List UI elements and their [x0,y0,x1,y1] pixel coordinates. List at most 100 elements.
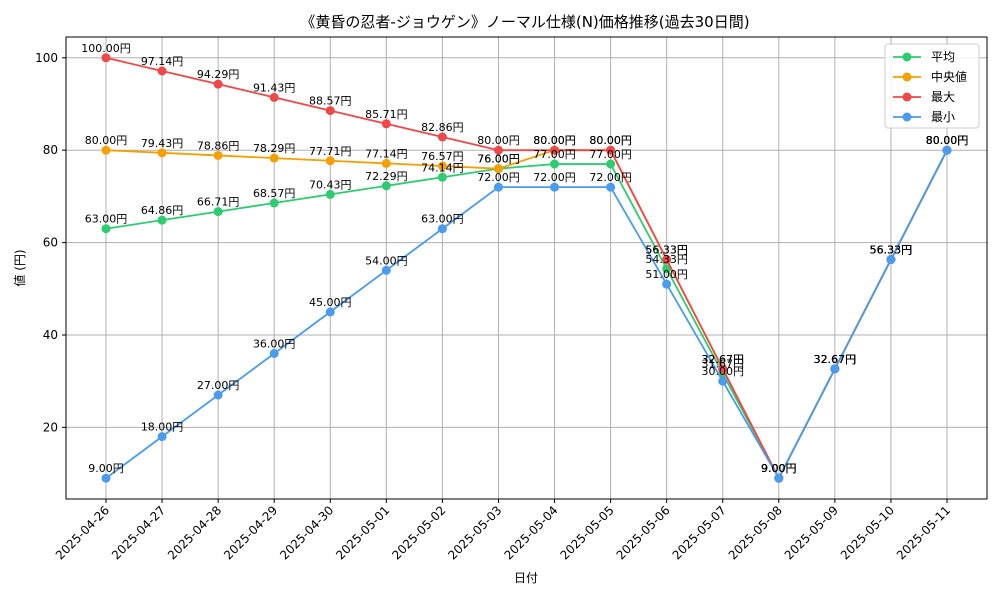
data-label: 30.00円 [701,365,744,378]
data-label: 94.29円 [197,68,240,81]
plot-area-frame [65,36,988,500]
data-label: 77.00円 [589,148,632,161]
data-label: 31.67円 [701,357,744,370]
data-label: 18.00円 [141,421,184,434]
data-label: 72.00円 [477,171,520,184]
data-label: 36.00円 [253,337,296,350]
data-label: 9.00円 [761,462,797,475]
data-label: 56.33円 [870,244,913,257]
data-label: 78.29円 [253,142,296,155]
legend-entry: 平均 [931,50,955,64]
data-label: 32.67円 [814,353,857,366]
data-label: 32.67円 [701,353,744,366]
x-tick-label: 2025-05-05 [558,503,617,562]
data-label: 32.67円 [814,353,857,366]
data-point [213,390,223,400]
data-label: 78.86円 [197,139,240,152]
data-point [886,255,896,265]
legend-marker [902,52,912,62]
data-point [157,148,167,158]
data-point [381,265,391,275]
legend-entry: 中央値 [931,69,967,84]
data-point [830,364,840,374]
legend-marker [902,72,912,82]
x-tick-label: 2025-05-06 [614,503,673,562]
data-point [718,376,728,386]
data-point [381,119,391,129]
data-point [774,473,784,483]
data-label: 91.43円 [253,81,296,94]
x-tick-label: 2025-05-03 [445,503,504,562]
x-tick-label: 2025-05-04 [501,503,560,562]
data-point [662,279,672,289]
data-label: 56.33円 [870,244,913,257]
y-tick-label: 60 [43,236,58,250]
data-label: 77.14円 [365,147,408,160]
data-label: 54.00円 [365,254,408,267]
data-label: 80.00円 [533,134,576,147]
data-point [213,79,223,89]
x-axis-label: 日付 [514,571,538,585]
data-label: 82.86円 [421,121,464,134]
data-point [157,66,167,76]
data-point [550,182,560,192]
legend-marker [902,112,912,122]
data-point [269,92,279,102]
data-point [269,198,279,208]
data-point [437,224,447,234]
data-point [606,145,616,155]
data-label: 66.71円 [197,196,240,209]
data-label: 80.00円 [85,134,128,147]
data-point [101,224,111,234]
x-tick-label: 2025-05-08 [726,503,785,562]
data-label: 64.86円 [141,204,184,217]
data-point [606,159,616,169]
data-label: 80.00円 [926,134,969,147]
y-axis-label: 値 (円) [12,249,27,286]
data-label: 68.57円 [253,187,296,200]
data-point [157,432,167,442]
data-label: 80.00円 [589,134,632,147]
data-label: 56.33円 [870,244,913,257]
x-tick-label: 2025-04-28 [165,503,224,562]
data-label: 45.00円 [309,296,352,309]
data-label: 56.33円 [645,244,688,257]
data-point [213,150,223,160]
data-labels: 63.00円 64.86円 66.71円 68.57円 70.43円 72.29円 74.1… [81,42,968,475]
x-tick-label: 2025-05-07 [670,503,729,562]
data-label: 32.67円 [814,353,857,366]
data-label: 70.43円 [309,178,352,191]
data-label: 80.00円 [926,134,969,147]
data-point [493,145,503,155]
legend-box [884,43,980,129]
x-tick-label: 2025-05-10 [838,503,897,562]
legend-entry: 最小 [931,110,955,124]
data-label: 80.00円 [477,134,520,147]
data-point [718,364,728,374]
x-tick-label: 2025-05-09 [782,503,841,562]
data-label: 97.14円 [141,55,184,68]
data-point [550,145,560,155]
data-label: 9.00円 [88,462,124,475]
x-tick-label: 2025-04-30 [277,503,336,562]
data-label: 54.33円 [645,253,688,266]
data-point [493,182,503,192]
data-point [437,161,447,171]
data-label: 63.00円 [421,213,464,226]
data-point [325,307,335,317]
y-tick-label: 80 [43,143,58,157]
series-line [105,56,948,481]
data-label: 76.00円 [477,153,520,166]
data-label: 76.57円 [421,150,464,163]
data-point [437,132,447,142]
data-label: 72.29円 [365,170,408,183]
legend-marker [902,92,912,102]
data-label: 32.67円 [814,353,857,366]
data-label: 76.00円 [477,153,520,166]
x-axis: 2025-04-262025-04-272025-04-282025-04-29… [53,499,953,562]
data-point [325,156,335,166]
x-tick-label: 2025-05-01 [333,503,392,562]
data-label: 88.57円 [309,95,352,108]
x-tick-label: 2025-04-29 [221,503,280,562]
